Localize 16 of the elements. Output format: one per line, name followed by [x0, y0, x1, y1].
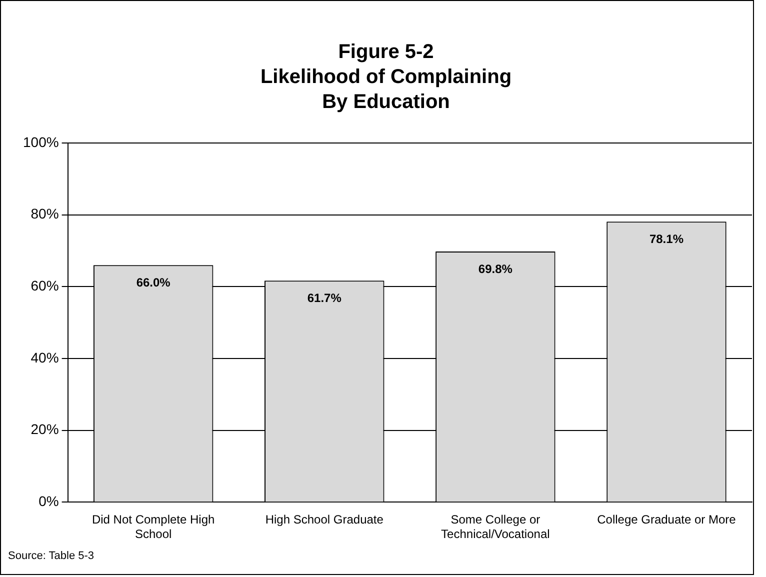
y-tick-label: 20% — [30, 421, 59, 438]
y-tick-label: 80% — [30, 206, 59, 222]
data-label: 66.0% — [136, 275, 171, 290]
data-label: 69.8% — [478, 262, 513, 276]
y-tick-label: 100% — [22, 134, 59, 150]
y-tick-label: 40% — [30, 349, 59, 366]
source-note: Source: Table 5-3 — [8, 550, 94, 562]
chart-title: Figure 5-2 Likelihood of Complaining By Education — [260, 41, 512, 114]
y-tick-label: 0% — [38, 493, 59, 510]
x-tick-label: Some College or Technical/Vocational — [441, 512, 550, 542]
data-label: 78.1% — [649, 232, 684, 246]
x-tick-label: Did Not Complete High School — [92, 512, 215, 542]
x-tick-label: High School Graduate — [265, 512, 384, 527]
y-tick-label: 60% — [30, 278, 59, 294]
data-label: 61.7% — [307, 290, 342, 305]
x-tick-label: College Graduate or More — [597, 512, 736, 527]
